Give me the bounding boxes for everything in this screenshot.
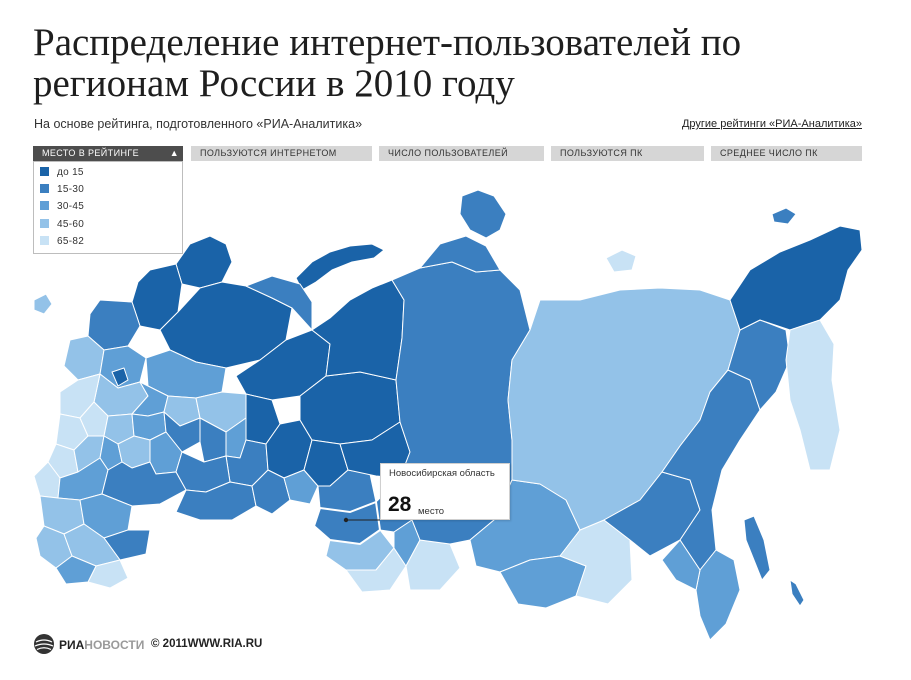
region-khabarovsk[interactable] (661, 369, 761, 571)
region-kaliningrad[interactable] (33, 293, 53, 315)
legend-swatch (40, 236, 49, 245)
tab-internet-users-label: ПОЛЬЗУЮТСЯ ИНТЕРНЕТОМ (200, 148, 337, 158)
legend-label: 15-30 (57, 184, 85, 195)
footer-brand: РИАНОВОСТИ (59, 638, 144, 652)
region-wrangel-island[interactable] (771, 207, 797, 225)
brand-light: НОВОСТИ (84, 638, 145, 652)
legend-label: 45-60 (57, 219, 85, 230)
callout-region-name: Новосибирская область (389, 468, 495, 479)
callout-rank: 28 (388, 493, 412, 516)
region-kamchatka[interactable] (785, 319, 841, 471)
region-sakhalin[interactable] (743, 515, 771, 581)
tab-rank-label: МЕСТО В РЕЙТИНГЕ (42, 148, 140, 158)
region-caucasus[interactable] (55, 555, 97, 585)
subtitle: На основе рейтинга, подготовленного «РИА… (34, 117, 363, 131)
tab-pc-users-label: ПОЛЬЗУЮТСЯ ПК (560, 148, 643, 158)
region-moscow[interactable] (111, 367, 129, 387)
region-murmansk[interactable] (175, 235, 233, 289)
legend-label: 30-45 (57, 201, 85, 212)
legend-label: 65-82 (57, 236, 85, 247)
tab-avg-pc[interactable]: СРЕДНЕЕ ЧИСЛО ПК (711, 146, 862, 161)
tab-avg-pc-label: СРЕДНЕЕ ЧИСЛО ПК (720, 148, 818, 158)
callout-pointer-dot (343, 517, 349, 523)
region-nenets[interactable] (245, 275, 313, 331)
region-callout: Новосибирская область 28 место (380, 463, 510, 520)
footer-copyright: © 2011WWW.RIA.RU (151, 638, 263, 650)
region-jewish-ao[interactable] (661, 539, 701, 591)
other-ratings-link[interactable]: Другие рейтинги «РИА-Аналитика» (681, 118, 862, 130)
legend-item: 45-60 (40, 218, 84, 232)
highlight-outline (312, 500, 382, 546)
legend-item: 65-82 (40, 235, 84, 249)
legend-swatch (40, 219, 49, 228)
region-primorye[interactable] (695, 549, 741, 641)
region-kurgan[interactable] (283, 469, 319, 505)
globe-icon (34, 634, 54, 654)
region-kurils[interactable] (789, 579, 805, 607)
tab-internet-users[interactable]: ПОЛЬЗУЮТСЯ ИНТЕРНЕТОМ (191, 146, 372, 161)
tab-user-count[interactable]: ЧИСЛО ПОЛЬЗОВАТЕЛЕЙ (379, 146, 544, 161)
legend: до 15 15-30 30-45 45-60 65-82 (33, 161, 183, 254)
page-title: Распределение интернет-пользователей по … (33, 21, 742, 105)
callout-unit: место (418, 506, 445, 517)
tab-pc-users[interactable]: ПОЛЬЗУЮТСЯ ПК (551, 146, 704, 161)
legend-label: до 15 (57, 167, 84, 178)
region-taimyr[interactable] (419, 235, 501, 273)
legend-item: до 15 (40, 166, 84, 180)
legend-swatch (40, 167, 49, 176)
caret-up-icon: ▲ (169, 148, 179, 158)
region-novaya-zemlya[interactable] (295, 243, 385, 291)
tab-bar: МЕСТО В РЕЙТИНГЕ ▲ ПОЛЬЗУЮТСЯ ИНТЕРНЕТОМ… (33, 146, 862, 161)
legend-swatch (40, 184, 49, 193)
legend-swatch (40, 201, 49, 210)
tab-user-count-label: ЧИСЛО ПОЛЬЗОВАТЕЛЕЙ (388, 148, 508, 158)
region-severnaya-zemlya[interactable] (459, 189, 507, 239)
region-new-siberian-islands[interactable] (605, 249, 637, 273)
region-chukotka[interactable] (729, 225, 863, 331)
tab-rank[interactable]: МЕСТО В РЕЙТИНГЕ ▲ (33, 146, 183, 161)
legend-item: 15-30 (40, 183, 84, 197)
brand-main: РИА (59, 638, 85, 652)
legend-item: 30-45 (40, 200, 84, 214)
